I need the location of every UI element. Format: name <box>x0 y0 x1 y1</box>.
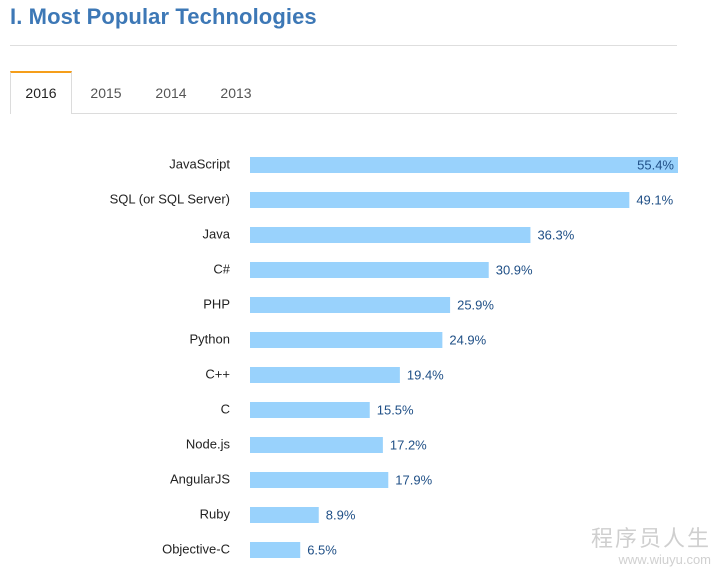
tab-2014[interactable]: 2014 <box>141 71 201 113</box>
bar <box>250 227 531 243</box>
value-label: 19.4% <box>407 367 444 382</box>
value-label: 25.9% <box>457 297 494 312</box>
value-label: 49.1% <box>636 192 673 207</box>
value-label: 36.3% <box>537 227 574 242</box>
bar <box>250 332 443 348</box>
tab-label: 2015 <box>90 85 122 101</box>
category-label: C <box>221 401 230 416</box>
bar <box>250 542 301 558</box>
value-label: 8.9% <box>326 507 356 522</box>
bar <box>250 437 383 453</box>
category-label: C++ <box>205 366 230 381</box>
bar <box>250 262 489 278</box>
value-label: 55.4% <box>637 157 674 172</box>
value-label: 24.9% <box>449 332 486 347</box>
title-divider <box>10 45 677 46</box>
watermark: 程序员人生 www.wiuyu.com <box>590 526 711 567</box>
year-tabs: 2016 2015 2014 2013 <box>10 71 677 114</box>
category-label: Objective-C <box>162 541 230 556</box>
bar <box>250 157 678 173</box>
bar <box>250 367 400 383</box>
category-label: PHP <box>203 296 230 311</box>
tab-2016[interactable]: 2016 <box>10 71 72 114</box>
value-label: 17.9% <box>395 472 432 487</box>
category-label: SQL (or SQL Server) <box>110 191 230 206</box>
tab-label: 2016 <box>25 85 57 101</box>
category-label: Ruby <box>200 506 231 521</box>
watermark-url: www.wiuyu.com <box>618 552 711 567</box>
page-title: I. Most Popular Technologies <box>10 4 317 29</box>
value-label: 17.2% <box>390 437 427 452</box>
bar <box>250 297 451 313</box>
technologies-bar-chart: JavaScript 55.4% SQL (or SQL Server) 49.1% J… <box>110 156 678 558</box>
category-label: Node.js <box>186 436 231 451</box>
category-label: Python <box>190 331 230 346</box>
bar <box>250 402 370 418</box>
bar <box>250 472 389 488</box>
tab-label: 2014 <box>155 85 187 101</box>
bar <box>250 192 630 208</box>
category-label: Java <box>203 226 231 241</box>
watermark-title: 程序员人生 <box>590 526 711 551</box>
value-label: 15.5% <box>377 402 414 417</box>
tab-2013[interactable]: 2013 <box>206 71 266 113</box>
tab-label: 2013 <box>220 85 252 101</box>
value-label: 6.5% <box>307 542 337 557</box>
category-label: AngularJS <box>170 471 230 486</box>
bar <box>250 507 319 523</box>
category-label: C# <box>213 261 230 276</box>
value-label: 30.9% <box>496 262 533 277</box>
tab-2015[interactable]: 2015 <box>76 71 136 113</box>
category-label: JavaScript <box>169 156 230 171</box>
